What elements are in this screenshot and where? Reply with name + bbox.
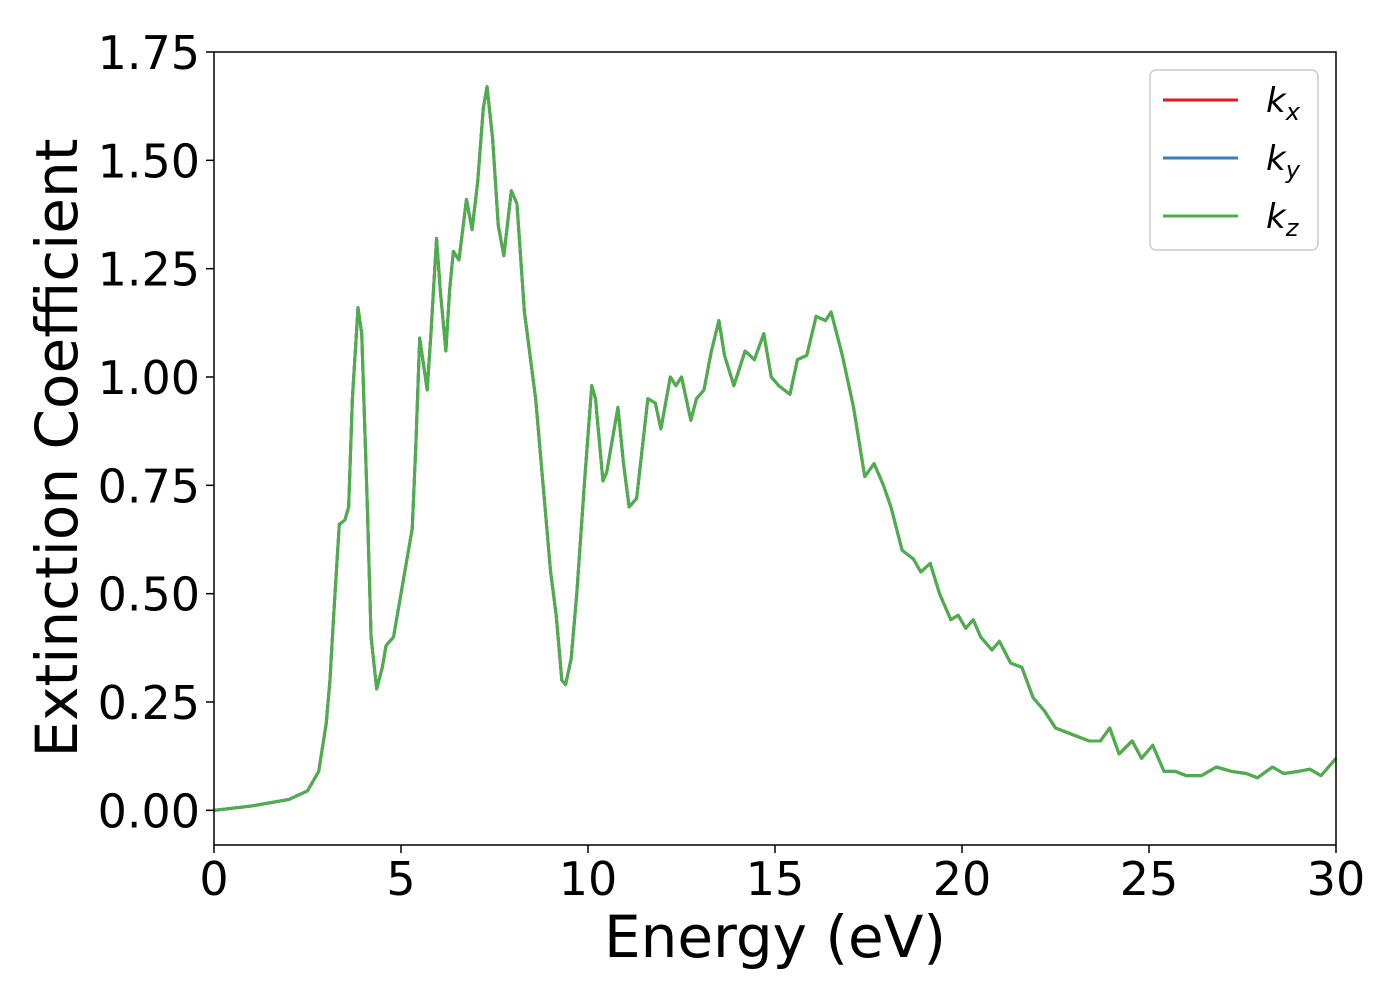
y-tick-label: 0.00 (98, 784, 200, 838)
legend-box (1149, 69, 1319, 251)
x-tick-label: 0 (199, 852, 228, 906)
y-tick-label: 0.75 (98, 459, 200, 513)
series-line (213, 85, 1338, 812)
y-tick-label: 1.00 (98, 351, 200, 405)
x-tick-label: 30 (1307, 852, 1366, 906)
x-tick-label: 20 (933, 852, 992, 906)
x-tick-label: 5 (386, 852, 415, 906)
x-axis-label: Energy (eV) (604, 903, 946, 971)
x-tick-label: 25 (1120, 852, 1179, 906)
legend-label: kz (1266, 197, 1300, 242)
y-tick-label: 0.25 (98, 676, 200, 730)
y-tick-label: 0.50 (98, 568, 200, 622)
y-tick-label: 1.50 (98, 134, 200, 188)
y-tick-label: 1.75 (98, 26, 200, 80)
y-tick-label: 1.25 (98, 243, 200, 297)
y-axis-label: Extinction Coefficient (23, 139, 91, 758)
x-tick-label: 10 (559, 852, 618, 906)
plot-frame (213, 51, 1337, 846)
x-tick-label: 15 (746, 852, 805, 906)
legend-label: ky (1266, 139, 1301, 184)
legend-label: kx (1266, 81, 1301, 126)
